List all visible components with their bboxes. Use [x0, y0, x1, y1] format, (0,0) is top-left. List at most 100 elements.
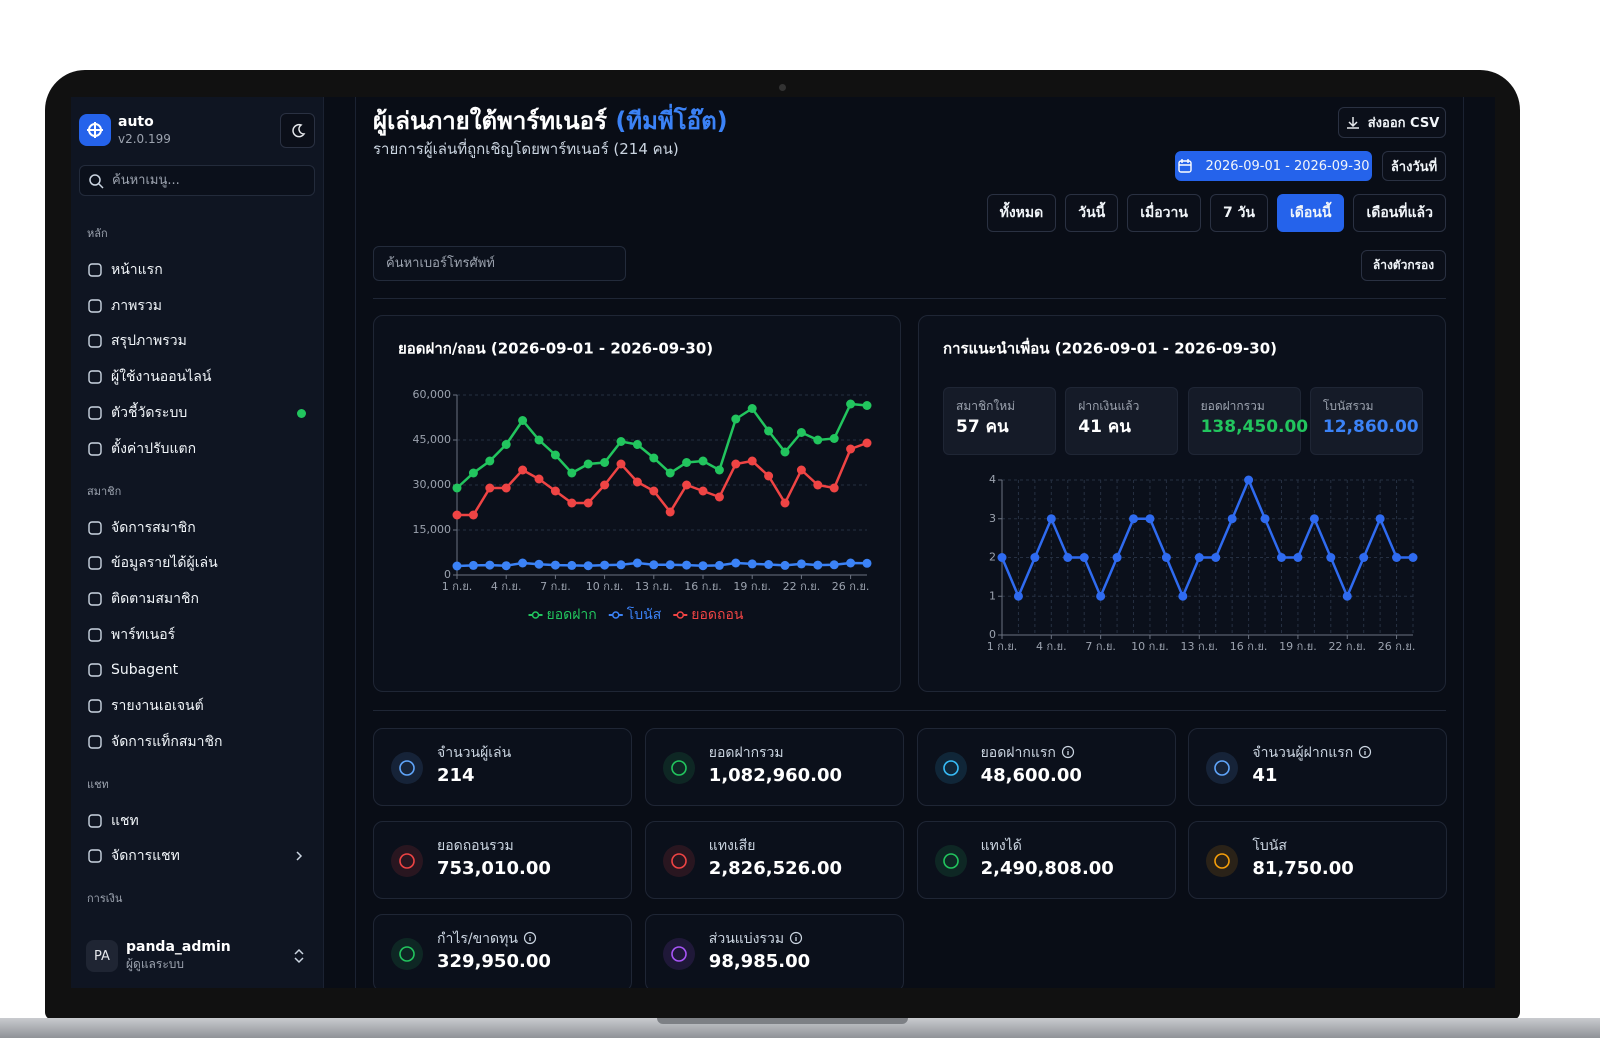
legend-label: ยอดถอน	[691, 607, 744, 623]
icon-shape	[790, 931, 803, 945]
y-tick-label: 45,000	[413, 433, 452, 446]
data-point	[583, 498, 593, 508]
icon-shape	[399, 760, 415, 776]
date-range-button[interactable]: 2026-09-01 - 2026-09-30	[1175, 151, 1372, 181]
avatar: PA	[86, 940, 118, 972]
icon-shape	[88, 520, 102, 535]
nav-label: หน้าแรก	[111, 262, 163, 278]
stat-label: ยอดฝากรวม	[1200, 399, 1265, 413]
divider	[373, 710, 1446, 711]
stat-value: 138,450.00	[1200, 417, 1309, 437]
data-point	[1359, 553, 1369, 562]
period-tab[interactable]: 7 วัน	[1209, 194, 1268, 232]
data-point	[1375, 514, 1385, 524]
y-tick-label: 15,000	[413, 523, 452, 536]
period-tab[interactable]: ทั้งหมด	[986, 194, 1057, 232]
label-text: ยอดฝากแรก	[980, 745, 1056, 761]
nav-item[interactable]: แชท	[79, 806, 315, 836]
stat-icon	[391, 752, 423, 784]
stat-card: จำนวนผู้ฝากแรก 41	[1188, 728, 1448, 806]
icon-glyph	[399, 760, 415, 776]
info-icon	[1359, 745, 1372, 759]
menu-search[interactable]: ค้นหาเมนู...	[79, 165, 315, 196]
clear-date-button[interactable]: ล้างวันที่	[1382, 151, 1446, 181]
nav-item[interactable]: Subagent	[79, 655, 315, 685]
clear-filters-button[interactable]: ล้างตัวกรอง	[1361, 250, 1446, 281]
nav-item[interactable]: พาร์ทเนอร์	[79, 620, 315, 650]
nav-section-title: หลัก	[87, 227, 108, 240]
data-point	[731, 459, 741, 469]
stat-card: ยอดฝากแรก 48,600.00	[916, 728, 1176, 806]
period-tab[interactable]: เดือนที่แล้ว	[1353, 194, 1446, 232]
icon-glyph	[399, 853, 415, 869]
data-point	[567, 498, 577, 508]
nav-item[interactable]: สรุปภาพรวม	[79, 326, 315, 356]
period-tab[interactable]: วันนี้	[1065, 194, 1119, 232]
app-name: auto	[118, 114, 154, 130]
nav-item[interactable]: ภาพรวม	[79, 291, 315, 321]
y-tick-label: 3	[989, 512, 996, 525]
data-point	[747, 559, 757, 569]
icon-shape	[670, 853, 687, 869]
data-point	[534, 435, 544, 445]
export-button[interactable]: ส่งออก CSV	[1338, 107, 1446, 138]
referral-stat: โบนัสรวม 12,860.00	[1309, 387, 1423, 455]
nav-item[interactable]: หน้าแรก	[79, 255, 315, 285]
data-point	[1244, 475, 1254, 485]
stat-card: ยอดถอนรวม 753,010.00	[373, 821, 632, 899]
label-text: แทงได้	[980, 838, 1022, 854]
icon-glyph	[670, 946, 687, 962]
stat-value: 329,950.00	[437, 951, 551, 972]
nav-item[interactable]: ตั้งค่าปรับแตก	[79, 434, 315, 464]
period-tab[interactable]: เมื่อวาน	[1127, 194, 1201, 232]
stat-value: 753,010.00	[437, 858, 551, 879]
stat-value: 48,600.00	[980, 765, 1082, 786]
stat-card: แทงเสีย 2,826,526.00	[644, 821, 904, 899]
data-point	[567, 468, 577, 478]
stat-value: 214	[437, 765, 475, 786]
icon-shape	[1214, 853, 1231, 869]
x-tick-label: 10 ก.ย.	[586, 580, 624, 593]
data-point	[665, 560, 675, 570]
period-tab[interactable]: เดือนนี้	[1277, 194, 1345, 232]
data-point	[714, 465, 724, 475]
nav-item[interactable]: ข้อมูลรายได้ผู้เล่น	[79, 548, 315, 578]
icon-shape	[399, 946, 415, 962]
nav-item[interactable]: ตัวชี้วัดระบบ	[79, 398, 315, 428]
sidebar	[71, 97, 324, 988]
nav-item[interactable]: ผู้ใช้งานออนไลน์	[79, 362, 315, 392]
nav-item[interactable]: จัดการแท็กสมาชิก	[79, 727, 315, 757]
nav-section-title: สมาชิก	[87, 484, 122, 498]
data-point	[583, 459, 593, 469]
x-tick-label: 10 ก.ย.	[1131, 640, 1169, 653]
nav-item[interactable]: รายงานเอเจนต์	[79, 691, 315, 721]
referral-stat: ยอดฝากรวม 138,450.00	[1187, 387, 1308, 455]
data-point	[518, 465, 528, 475]
icon-shape	[670, 760, 687, 776]
nav-icon	[88, 663, 102, 677]
data-point	[829, 434, 839, 443]
nav-label: ข้อมูลรายได้ผู้เล่น	[111, 555, 218, 572]
x-tick-label: 22 ก.ย.	[783, 580, 821, 593]
icon-glyph	[1214, 760, 1231, 776]
expand-icon[interactable]	[292, 948, 306, 964]
icon-shape	[88, 699, 102, 713]
stat-card: โบนัส 81,750.00	[1188, 821, 1448, 899]
theme-toggle[interactable]	[280, 113, 315, 148]
x-tick-label: 22 ก.ย.	[1328, 640, 1366, 653]
x-tick-label: 26 ก.ย.	[832, 580, 870, 593]
label-text: กำไร/ขาดทุน	[437, 931, 518, 947]
data-point	[780, 498, 790, 508]
data-point	[813, 435, 823, 445]
data-point	[997, 553, 1007, 562]
nav-item[interactable]: จัดการสมาชิก	[79, 513, 315, 543]
data-point	[1408, 553, 1418, 562]
data-point	[796, 428, 806, 437]
nav-label: จัดการแชท	[111, 848, 180, 865]
data-point	[632, 558, 642, 568]
data-point	[534, 559, 544, 569]
phone-search[interactable]: ค้นหาเบอร์โทรศัพท์	[373, 246, 626, 281]
icon-glyph	[942, 853, 959, 869]
nav-item[interactable]: ติดตามสมาชิก	[79, 584, 315, 614]
nav-item[interactable]: จัดการแชท	[79, 841, 315, 871]
